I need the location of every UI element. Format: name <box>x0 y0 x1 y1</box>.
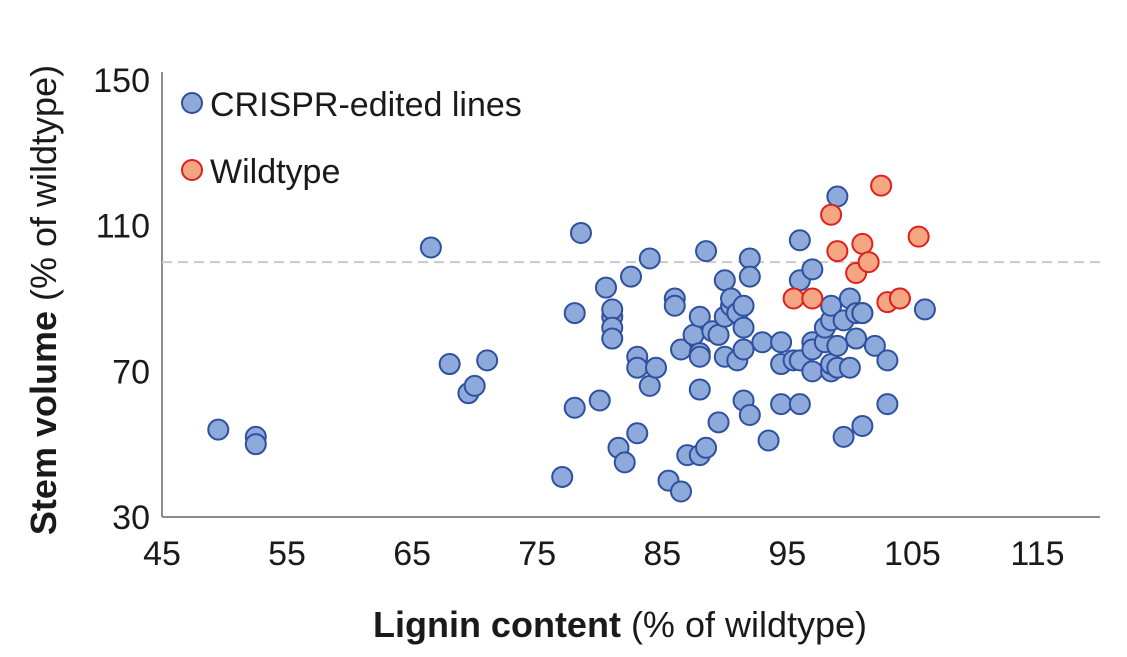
x-axis-title: Lignin content (% of wildtype) <box>373 604 867 645</box>
point-crispr-edited-lines <box>419 236 442 259</box>
point-crispr-edited-lines <box>801 360 824 383</box>
point-crispr-edited-lines <box>695 436 718 459</box>
point-wildtype <box>888 287 911 310</box>
point-wildtype <box>870 174 893 197</box>
point-crispr-edited-lines <box>626 356 649 379</box>
y-axis-title-bold: Stem volume <box>23 311 64 535</box>
point-crispr-edited-lines <box>738 404 761 427</box>
point-crispr-edited-lines <box>851 302 874 325</box>
x-tick-label: 95 <box>768 535 806 573</box>
point-wildtype <box>820 203 843 226</box>
point-crispr-edited-lines <box>851 414 874 437</box>
point-crispr-edited-lines <box>244 433 267 456</box>
point-crispr-edited-lines <box>732 294 755 317</box>
x-tick-label: 105 <box>884 535 941 573</box>
point-crispr-edited-lines <box>732 316 755 339</box>
point-crispr-edited-lines <box>463 374 486 397</box>
point-crispr-edited-lines <box>563 396 586 419</box>
point-crispr-edited-lines <box>688 345 711 368</box>
point-crispr-edited-lines <box>732 338 755 361</box>
point-crispr-edited-lines <box>832 425 855 448</box>
point-crispr-edited-lines <box>438 353 461 376</box>
point-crispr-edited-lines <box>569 221 592 244</box>
point-crispr-edited-lines <box>820 294 843 317</box>
point-crispr-edited-lines <box>670 480 693 503</box>
legend-marker-wildtype <box>181 159 203 181</box>
point-crispr-edited-lines <box>601 327 624 350</box>
point-crispr-edited-lines <box>613 451 636 474</box>
y-tick-label: 150 <box>93 62 150 100</box>
y-axis-title-unit: (% of wildtype) <box>23 65 64 311</box>
point-wildtype <box>851 232 874 255</box>
x-tick-label: 65 <box>393 535 431 573</box>
point-crispr-edited-lines <box>601 298 624 321</box>
point-crispr-edited-lines <box>826 334 849 357</box>
ticks-layer: 45 55 65 75 85 95 105 115 30 70 110 150 <box>93 62 1064 573</box>
point-crispr-edited-lines <box>563 302 586 325</box>
legend-label-wildtype: Wildtype <box>210 153 340 191</box>
point-crispr-edited-lines <box>620 265 642 288</box>
axes <box>161 72 1100 518</box>
point-crispr-edited-lines <box>838 356 861 379</box>
point-crispr-edited-lines <box>738 247 761 270</box>
point-crispr-edited-lines <box>713 269 736 292</box>
point-crispr-edited-lines <box>876 349 899 372</box>
y-tick-label: 110 <box>96 208 150 246</box>
point-crispr-edited-lines <box>588 389 611 412</box>
point-crispr-edited-lines <box>594 276 617 299</box>
point-crispr-edited-lines <box>876 393 899 416</box>
x-tick-label: 115 <box>1010 535 1064 573</box>
legend: CRISPR-edited lines Wildtype <box>181 86 522 191</box>
legend-label-crispr-edited-lines: CRISPR-edited lines <box>210 86 522 124</box>
point-crispr-edited-lines <box>688 305 711 328</box>
point-crispr-edited-lines <box>707 411 730 434</box>
point-crispr-edited-lines <box>663 294 686 317</box>
point-crispr-edited-lines <box>826 185 849 208</box>
x-tick-label: 85 <box>643 535 681 573</box>
point-crispr-edited-lines <box>645 356 668 379</box>
point-crispr-edited-lines <box>770 393 793 416</box>
point-crispr-edited-lines <box>626 422 649 445</box>
point-wildtype <box>907 225 930 248</box>
x-axis-title-bold: Lignin content <box>373 604 621 645</box>
point-crispr-edited-lines <box>688 378 711 401</box>
point-crispr-edited-lines <box>682 323 705 346</box>
point-crispr-edited-lines <box>801 258 824 281</box>
point-crispr-edited-lines <box>207 418 230 441</box>
point-wildtype <box>857 251 880 274</box>
point-crispr-edited-lines <box>638 374 661 397</box>
point-crispr-edited-lines <box>788 393 811 416</box>
point-crispr-edited-lines <box>476 349 499 372</box>
point-crispr-edited-lines <box>913 298 936 321</box>
x-tick-label: 75 <box>518 535 556 573</box>
x-axis-title-unit: (% of wildtype) <box>621 604 867 645</box>
points-layer <box>207 174 936 503</box>
point-crispr-edited-lines <box>788 229 811 252</box>
x-tick-label: 55 <box>268 535 306 573</box>
point-crispr-edited-lines <box>770 331 793 354</box>
point-crispr-edited-lines <box>551 465 574 488</box>
legend-marker-crispr-edited-lines <box>181 92 203 114</box>
point-crispr-edited-lines <box>738 265 761 288</box>
point-crispr-edited-lines <box>863 334 886 357</box>
y-tick-label: 70 <box>112 353 150 391</box>
y-axis-title: Stem volume (% of wildtype) <box>23 65 64 535</box>
point-crispr-edited-lines <box>751 331 774 354</box>
point-wildtype <box>782 287 805 310</box>
point-crispr-edited-lines <box>707 323 730 346</box>
y-tick-label: 30 <box>112 499 150 537</box>
x-tick-label: 45 <box>143 535 181 573</box>
point-wildtype <box>801 287 824 310</box>
point-crispr-edited-lines <box>638 247 661 270</box>
point-crispr-edited-lines <box>757 429 780 452</box>
point-wildtype <box>826 240 849 263</box>
point-crispr-edited-lines <box>695 240 718 263</box>
point-crispr-edited-lines <box>845 327 868 350</box>
